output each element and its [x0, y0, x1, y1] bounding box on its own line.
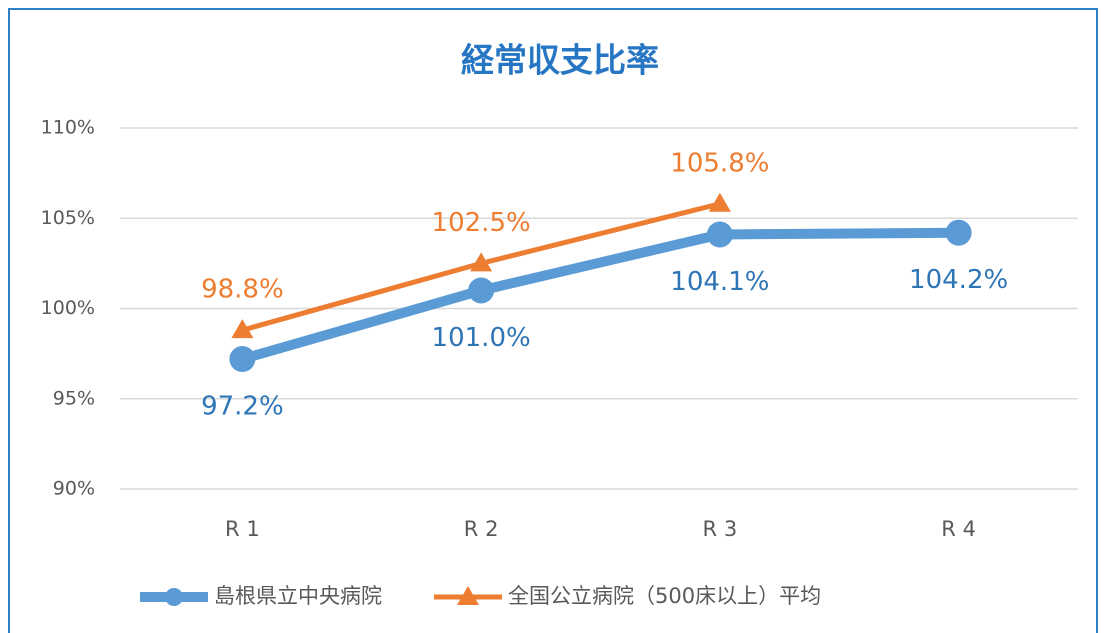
legend-marker [165, 588, 183, 606]
legend-marker [457, 586, 479, 605]
x-tick-label: R 3 [703, 517, 738, 541]
data-point [708, 192, 731, 212]
data-label: 104.2% [909, 265, 1008, 295]
legend-label: 全国公立病院（500床以上）平均 [508, 584, 821, 608]
data-point [706, 221, 733, 248]
data-point [231, 319, 254, 339]
legend-label: 島根県立中央病院 [214, 584, 382, 608]
data-label: 105.8% [670, 148, 769, 178]
data-label: 97.2% [201, 392, 284, 422]
data-label: 101.0% [432, 323, 531, 353]
data-label: 104.1% [670, 267, 769, 297]
x-tick-label: R 4 [941, 517, 976, 541]
data-point [945, 219, 972, 246]
chart-title: 経常収支比率 [461, 41, 659, 80]
series-line [240, 227, 959, 364]
y-tick-label: 105% [41, 207, 95, 229]
y-tick-label: 100% [41, 297, 95, 319]
y-tick-label: 110% [41, 117, 95, 139]
x-tick-label: R 1 [225, 517, 260, 541]
data-point [229, 346, 256, 373]
y-tick-label: 90% [53, 478, 95, 500]
data-label: 98.8% [201, 275, 284, 305]
y-tick-label: 95% [53, 387, 95, 409]
data-point [468, 277, 495, 304]
x-tick-label: R 2 [464, 517, 499, 541]
data-point [470, 252, 493, 272]
data-label: 102.5% [432, 208, 531, 238]
chart-frame [8, 8, 1098, 633]
